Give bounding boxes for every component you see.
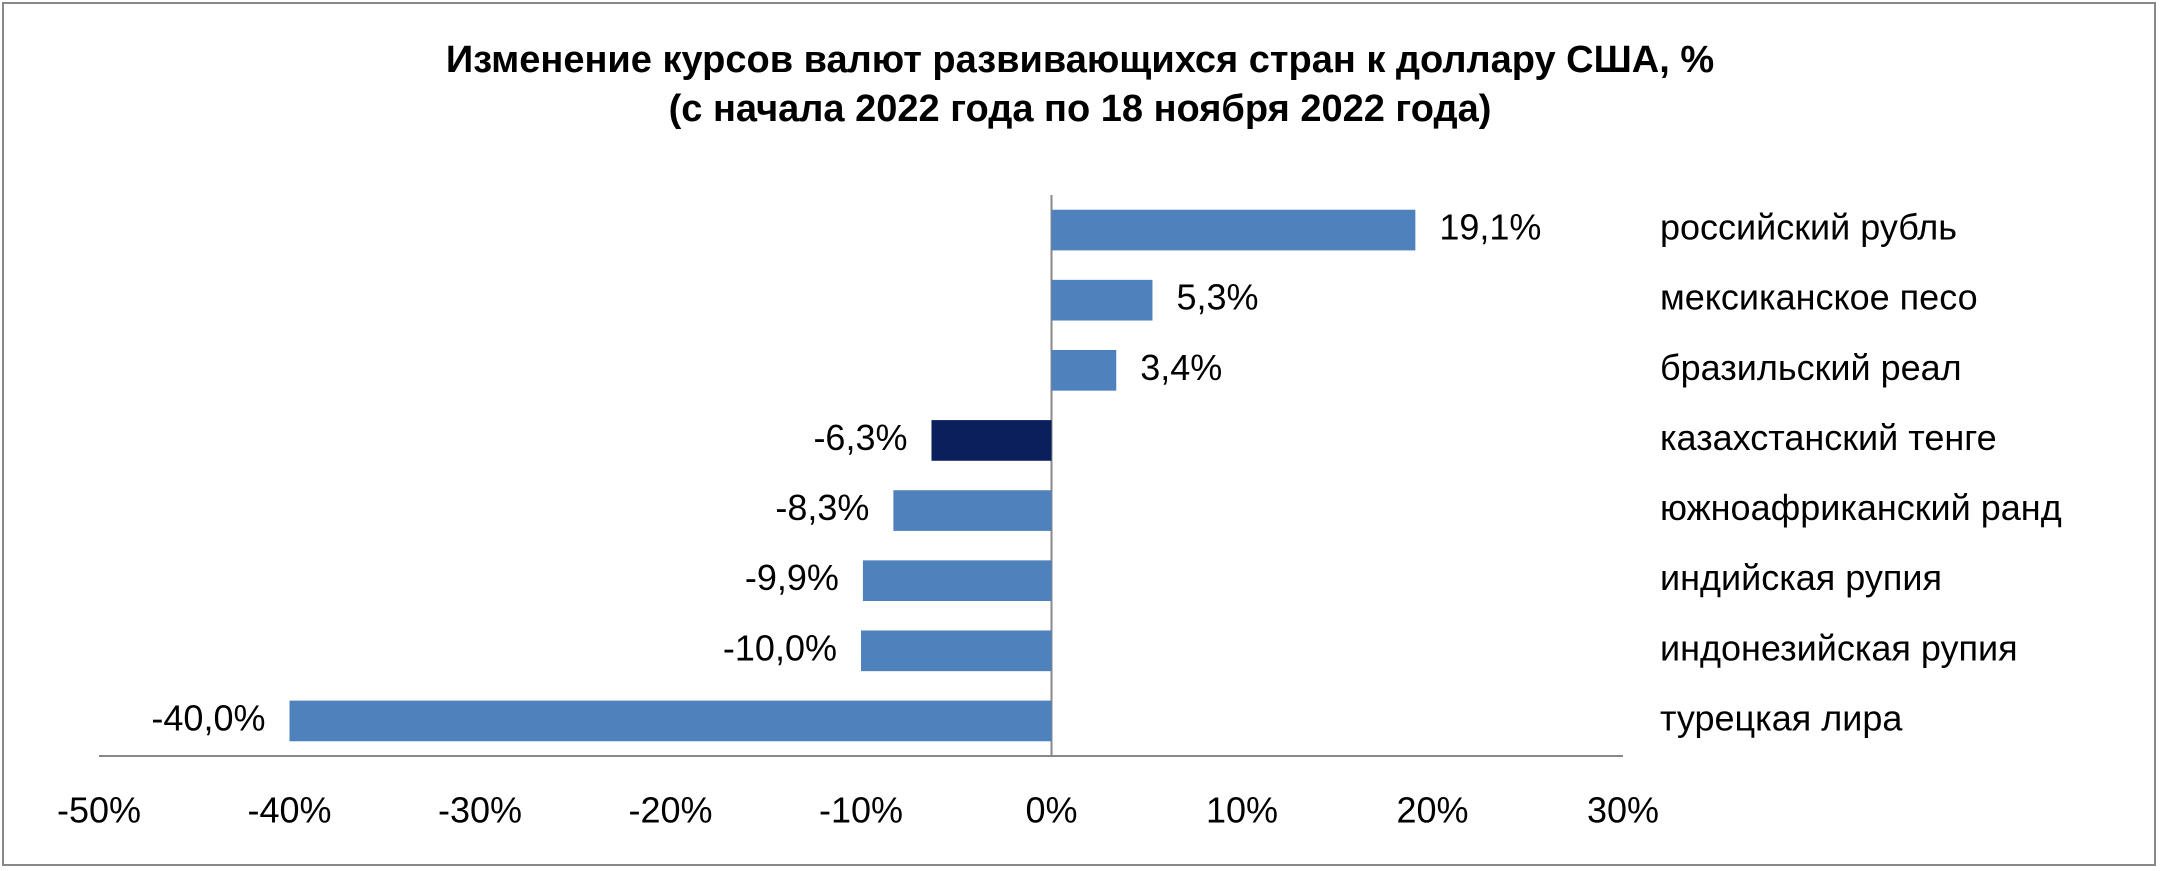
value-label: 3,4%	[1140, 347, 1222, 388]
bar	[1051, 279, 1153, 321]
bar	[862, 560, 1052, 602]
category-label: индийская рупия	[1660, 557, 1942, 598]
category-label: казахстанский тенге	[1660, 417, 1997, 458]
category-label: бразильский реал	[1660, 347, 1962, 388]
x-tick-label: 20%	[1396, 790, 1468, 831]
x-tick-label: -40%	[247, 790, 331, 831]
category-label: индонезийская рупия	[1660, 627, 2018, 668]
value-label: -40,0%	[151, 697, 265, 738]
x-tick-label: 0%	[1025, 790, 1077, 831]
bar	[893, 490, 1052, 531]
chart-subtitle: (с начала 2022 года по 18 ноября 2022 го…	[669, 88, 1492, 130]
bar	[861, 630, 1052, 672]
x-tick-label: 30%	[1587, 790, 1659, 831]
value-label: 19,1%	[1439, 207, 1541, 248]
value-label: -8,3%	[775, 487, 869, 528]
bar	[1051, 349, 1117, 391]
chart-title: Изменение курсов валют развивающихся стр…	[446, 39, 1714, 81]
category-label: мексиканское песо	[1660, 277, 1978, 318]
x-tick-label: -30%	[438, 790, 522, 831]
value-label: -9,9%	[745, 557, 839, 598]
x-tick-label: -10%	[819, 790, 903, 831]
category-label: российский рубль	[1660, 207, 1957, 248]
value-label: -10,0%	[723, 627, 837, 668]
x-tick-label: -20%	[628, 790, 712, 831]
bar	[931, 420, 1052, 461]
x-tick-label: -50%	[57, 790, 141, 831]
category-label: турецкая лира	[1660, 697, 1903, 738]
bar	[289, 700, 1052, 742]
bar	[1051, 209, 1416, 251]
x-tick-label: 10%	[1206, 790, 1278, 831]
value-label: 5,3%	[1176, 277, 1258, 318]
category-label: южноафриканский ранд	[1660, 487, 2062, 528]
value-label: -6,3%	[813, 417, 907, 458]
